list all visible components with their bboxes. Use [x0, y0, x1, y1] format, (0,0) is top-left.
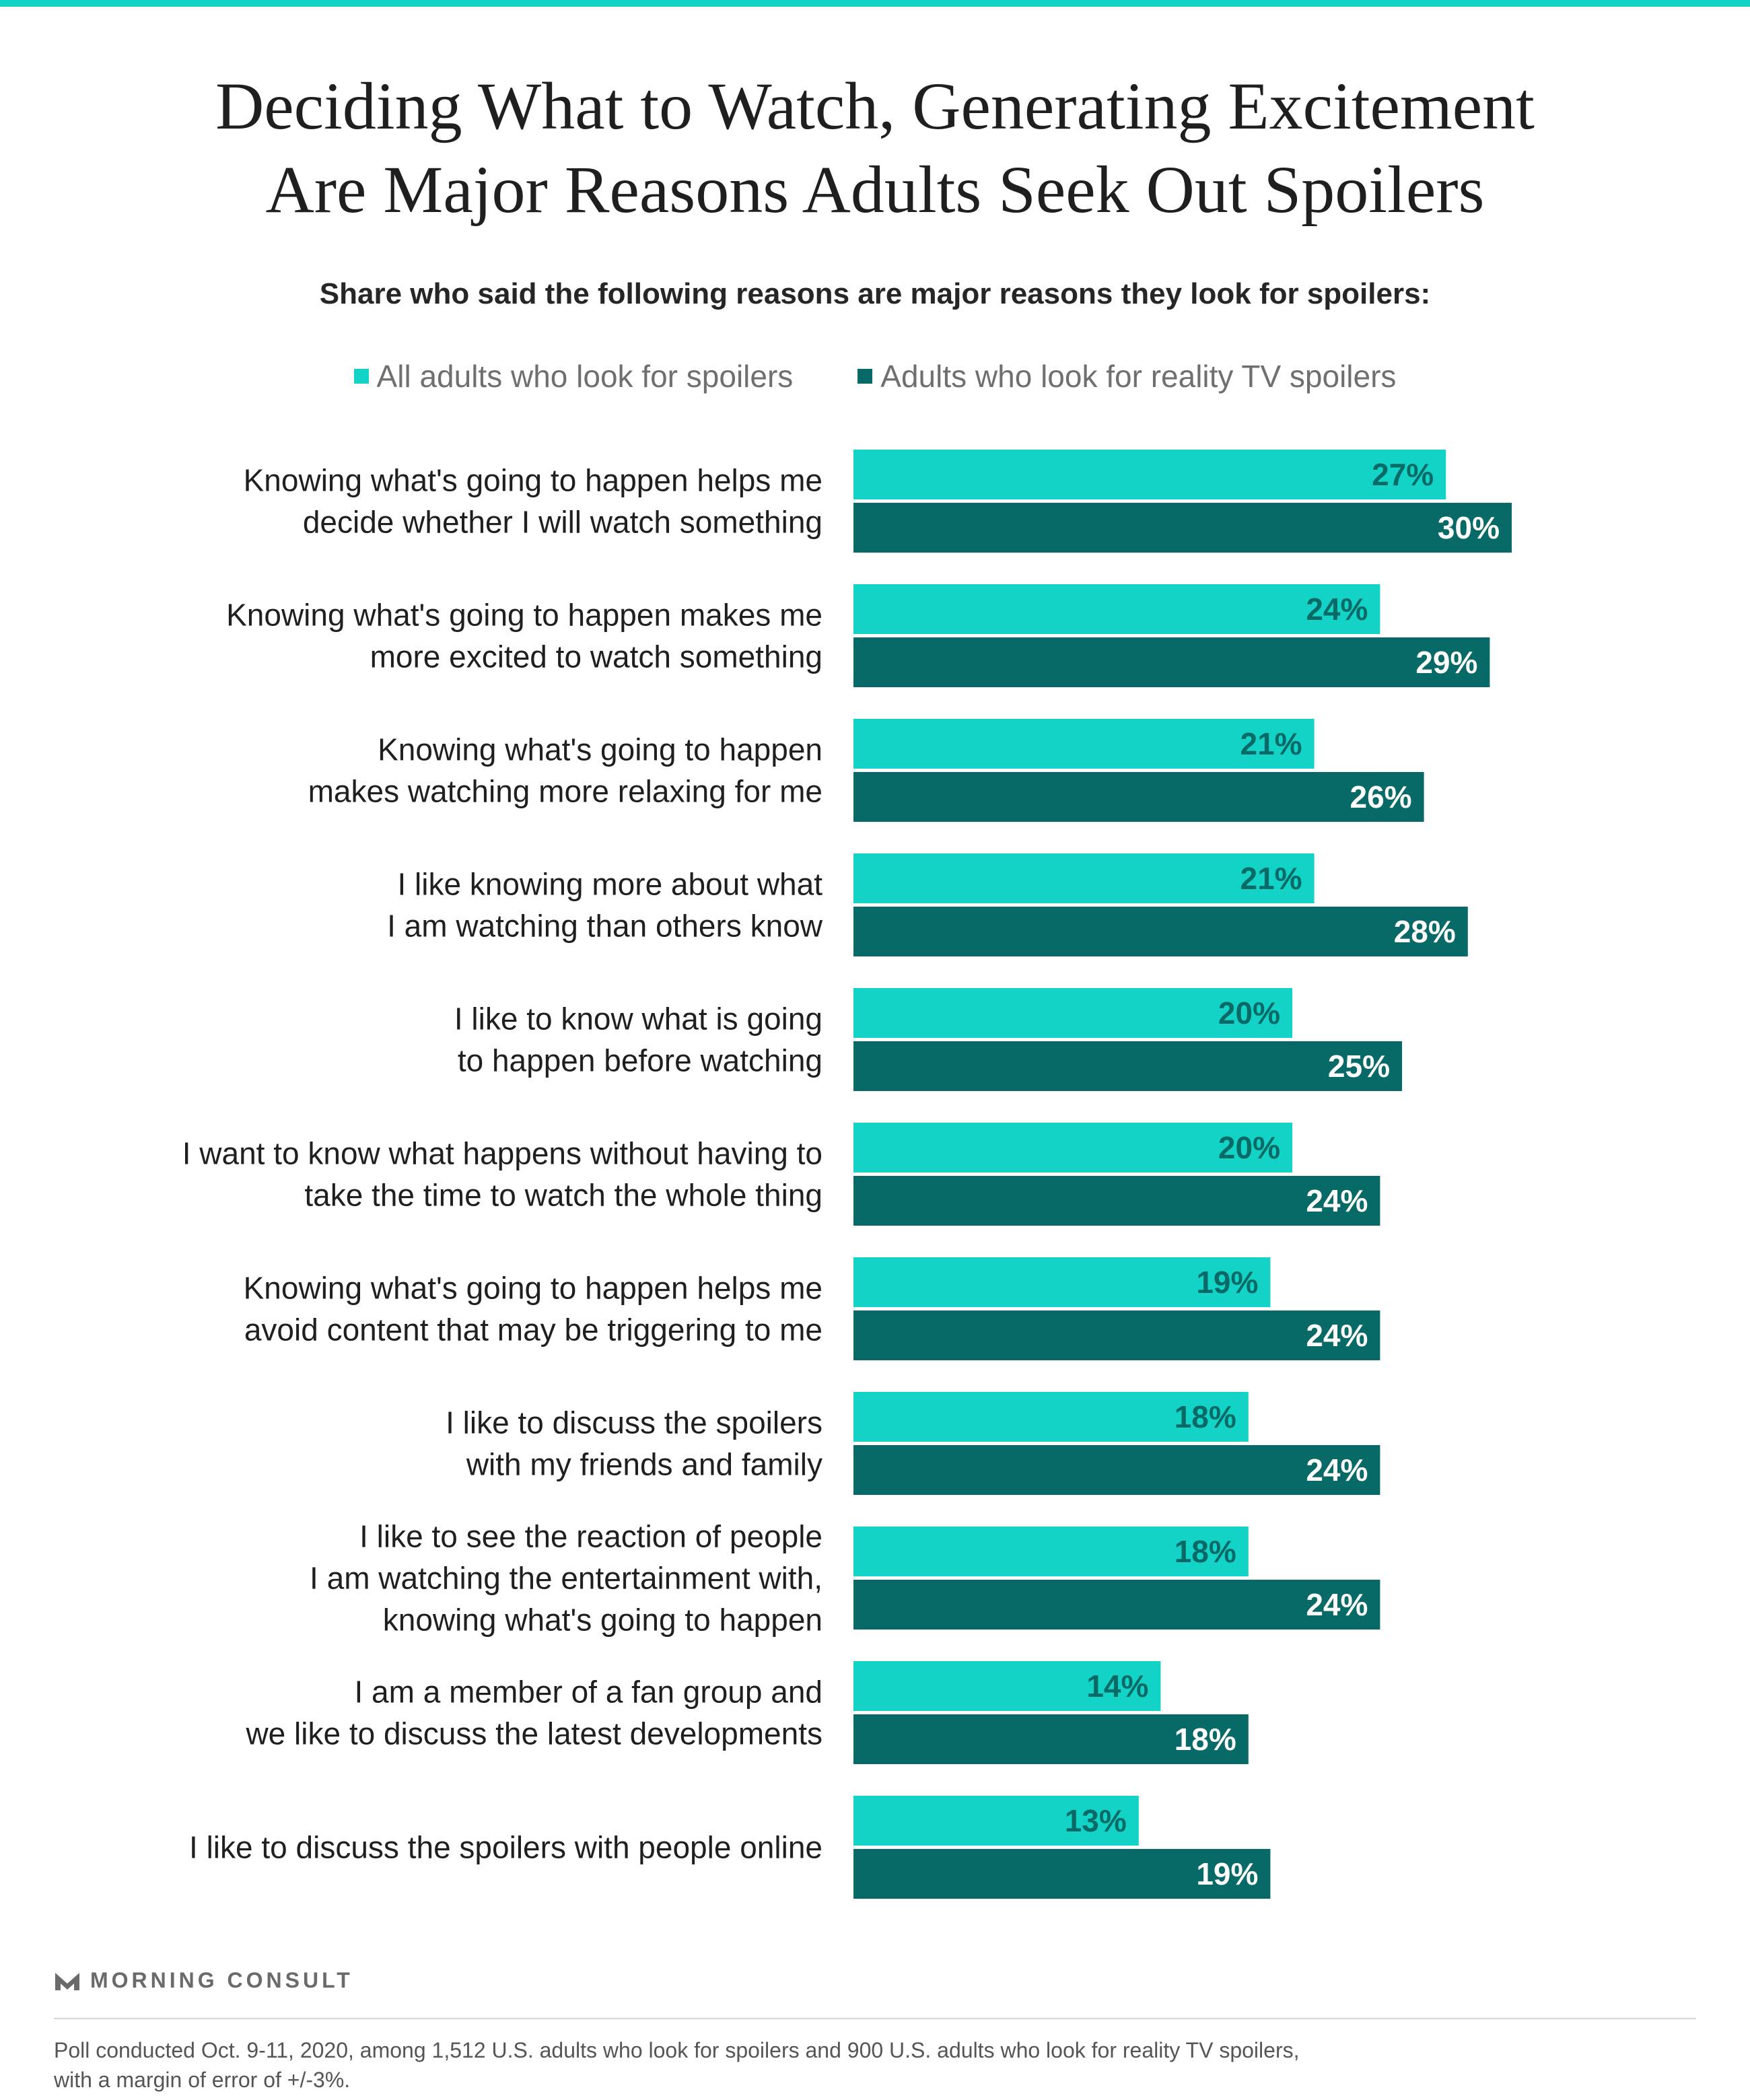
- data-label: 24%: [1306, 1183, 1368, 1218]
- category-label-line: Knowing what's going to happen helps me: [244, 463, 823, 498]
- category-label-line: I am a member of a fan group and: [354, 1675, 823, 1710]
- bar-reality-tv: [853, 1849, 1271, 1899]
- bar-reality-tv: [853, 637, 1490, 687]
- category-label: Knowing what's going to happen helps me d…: [244, 463, 823, 540]
- legend-label-reality-tv: Adults who look for reality TV spoilers: [880, 359, 1397, 394]
- bar-reality-tv: [853, 772, 1424, 822]
- category-label-line: to happen before watching: [458, 1043, 823, 1078]
- bar-reality-tv: [853, 1580, 1380, 1630]
- data-label: 20%: [1218, 995, 1280, 1030]
- data-label: 24%: [1306, 1587, 1368, 1622]
- category-label-line: makes watching more relaxing for me: [308, 774, 823, 809]
- data-label: 27%: [1372, 457, 1434, 492]
- data-label: 24%: [1306, 1452, 1368, 1488]
- category-label: Knowing what's going to happen makes watc…: [308, 732, 823, 809]
- category-label: I like to see the reaction of people I am…: [310, 1519, 823, 1638]
- category-label-line: we like to discuss the latest developmen…: [245, 1716, 823, 1751]
- data-label: 24%: [1306, 592, 1368, 627]
- bar-all-adults: [853, 988, 1292, 1038]
- bar-reality-tv: [853, 1445, 1380, 1495]
- category-label: I like knowing more about what I am watch…: [387, 867, 823, 944]
- data-label: 21%: [1240, 726, 1302, 761]
- footnote: Poll conducted Oct. 9-11, 2020, among 1,…: [54, 2035, 1602, 2095]
- category-label-line: I like to discuss the spoilers: [446, 1405, 823, 1440]
- bar-all-adults: [853, 450, 1446, 499]
- legend-item-reality-tv: Adults who look for reality TV spoilers: [858, 358, 1396, 394]
- bar-all-adults: [853, 1527, 1249, 1576]
- bar-all-adults: [853, 584, 1380, 634]
- category-label-line: I am watching than others know: [387, 909, 823, 944]
- legend-swatch-reality-tv: [858, 369, 873, 384]
- category-label: I want to know what happens without havi…: [182, 1136, 823, 1213]
- bar-reality-tv: [853, 503, 1512, 553]
- data-label: 26%: [1350, 779, 1412, 814]
- category-label-line: with my friends and family: [466, 1447, 823, 1482]
- bar-all-adults: [853, 1257, 1271, 1307]
- category-label-line: I like to see the reaction of people: [359, 1519, 823, 1554]
- bar-all-adults: [853, 853, 1315, 903]
- data-label: 20%: [1218, 1130, 1280, 1165]
- bar-reality-tv: [853, 907, 1468, 956]
- category-label-line: more excited to watch something: [370, 639, 823, 674]
- data-label: 14%: [1086, 1669, 1148, 1704]
- footnote-line-1: Poll conducted Oct. 9-11, 2020, among 1,…: [54, 2038, 1300, 2062]
- legend-label-all-adults: All adults who look for spoilers: [376, 359, 794, 394]
- category-label-line: knowing what's going to happen: [383, 1603, 823, 1638]
- chart-legend: All adults who look for spoilers Adults …: [0, 358, 1750, 394]
- data-label: 19%: [1196, 1265, 1258, 1300]
- footnote-line-2: with a margin of error of +/-3%.: [54, 2068, 351, 2092]
- bar-reality-tv: [853, 1310, 1380, 1360]
- legend-swatch-all-adults: [353, 369, 369, 384]
- category-label: Knowing what's going to happen helps me a…: [244, 1271, 823, 1348]
- morning-consult-logo: MORNING CONSULT: [54, 1968, 353, 1993]
- category-label-line: decide whether I will watch something: [303, 505, 823, 540]
- bar-all-adults: [853, 1123, 1292, 1172]
- morning-consult-m-icon: [55, 1972, 79, 1990]
- data-label: 13%: [1065, 1803, 1127, 1838]
- logo-text: MORNING CONSULT: [90, 1968, 353, 1992]
- data-label: 30%: [1438, 510, 1500, 545]
- category-label-line: I like to discuss the spoilers with peop…: [189, 1830, 823, 1865]
- category-label-line: take the time to watch the whole thing: [304, 1178, 823, 1213]
- chart-subtitle: Share who said the following reasons are…: [319, 277, 1431, 310]
- category-label: Knowing what's going to happen makes me m…: [226, 598, 823, 674]
- chart-title-line-2: Are Major Reasons Adults Seek Out Spoile…: [265, 152, 1485, 227]
- data-label: 21%: [1240, 861, 1302, 896]
- bar-reality-tv: [853, 1714, 1249, 1764]
- category-label-line: Knowing what's going to happen: [378, 732, 823, 767]
- data-label: 19%: [1196, 1856, 1258, 1891]
- data-label: 18%: [1175, 1722, 1236, 1757]
- chart-title-line-1: Deciding What to Watch, Generating Excit…: [215, 69, 1535, 143]
- category-label-line: avoid content that may be triggering to …: [244, 1312, 823, 1348]
- category-label-line: I like to know what is going: [454, 1002, 823, 1037]
- data-label: 29%: [1415, 645, 1477, 680]
- data-label: 24%: [1306, 1318, 1368, 1353]
- category-label-line: I am watching the entertainment with,: [310, 1561, 823, 1596]
- legend-item-all-adults: All adults who look for spoilers: [353, 358, 794, 394]
- bar-all-adults: [853, 719, 1315, 769]
- bar-all-adults: [853, 1392, 1249, 1442]
- chart-title: Deciding What to Watch, Generating Excit…: [0, 65, 1750, 232]
- bar-all-adults: [853, 1661, 1161, 1711]
- category-label: I am a member of a fan group and we like …: [245, 1675, 823, 1751]
- bar-reality-tv: [853, 1041, 1402, 1091]
- category-label: I like to discuss the spoilers with peop…: [189, 1830, 823, 1865]
- category-label-line: Knowing what's going to happen helps me: [244, 1271, 823, 1306]
- category-label: I like to discuss the spoilers with my fr…: [446, 1405, 823, 1482]
- category-label-line: I like knowing more about what: [397, 867, 823, 902]
- category-label-line: Knowing what's going to happen makes me: [226, 598, 823, 633]
- data-label: 25%: [1328, 1049, 1390, 1084]
- bar-all-adults: [853, 1796, 1139, 1846]
- category-label: I like to know what is going to happen be…: [454, 1002, 823, 1078]
- top-accent-rule: [0, 0, 1750, 7]
- bar-reality-tv: [853, 1176, 1380, 1226]
- data-label: 18%: [1175, 1399, 1236, 1434]
- footer-divider: [54, 2018, 1696, 2019]
- data-label: 18%: [1175, 1534, 1236, 1569]
- category-label-line: I want to know what happens without havi…: [182, 1136, 823, 1171]
- data-label: 28%: [1394, 914, 1456, 949]
